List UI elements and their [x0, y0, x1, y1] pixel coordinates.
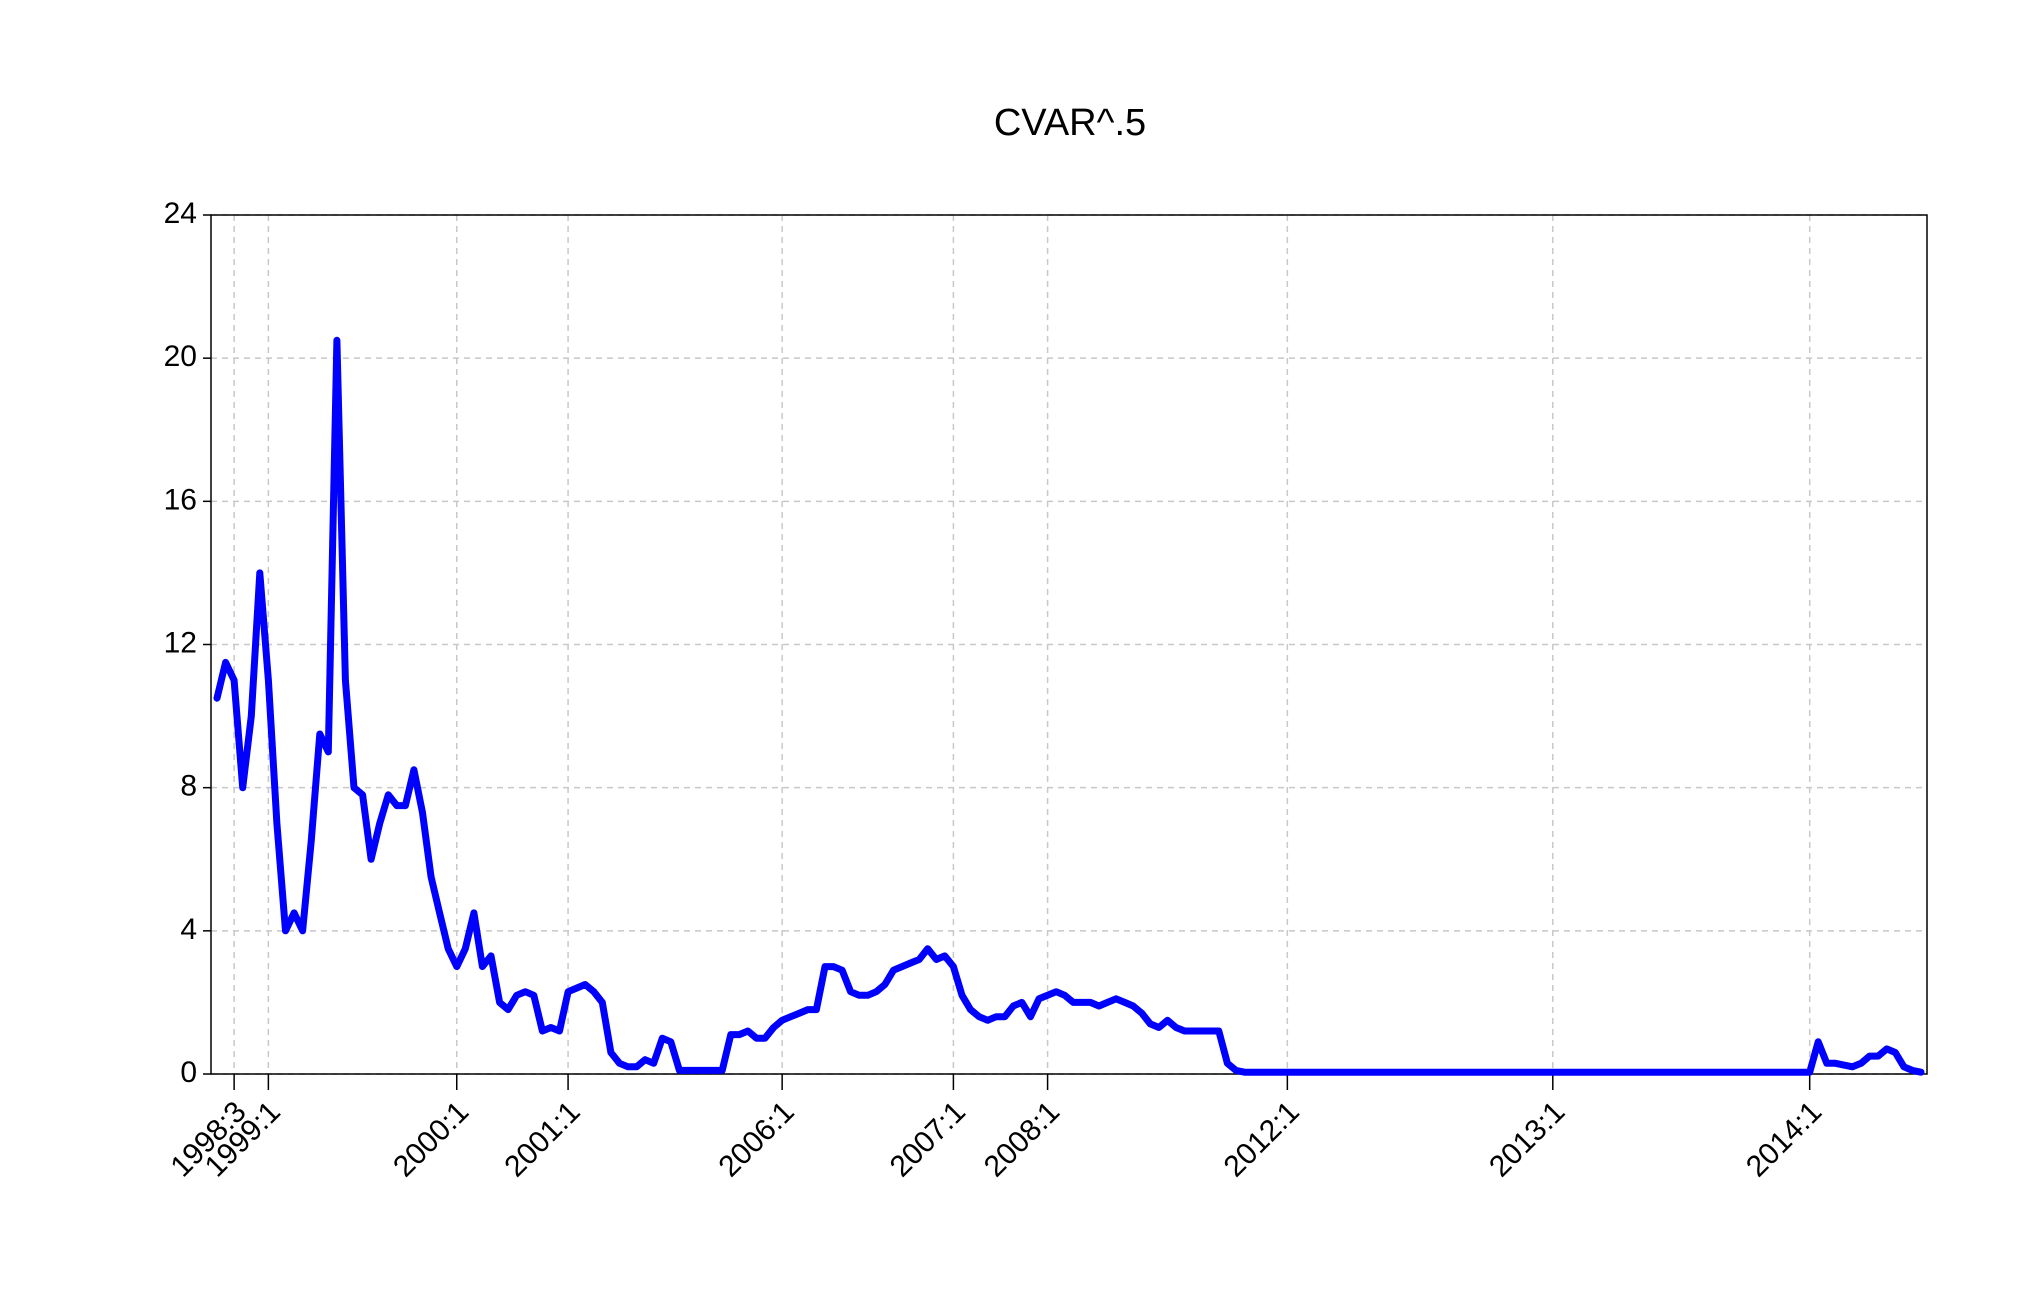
plot-frame [210, 214, 1928, 1075]
y-tick-label: 4 [180, 913, 197, 946]
y-tick-label: 20 [164, 340, 197, 373]
y-tick-label: 12 [164, 626, 197, 659]
chart-title: CVAR^.5 [994, 102, 1146, 144]
y-tick-label: 16 [164, 483, 197, 516]
y-tick-label: 8 [180, 770, 197, 803]
y-tick-label: 0 [180, 1056, 197, 1089]
series-line [213, 336, 1925, 1076]
y-tick-label: 24 [164, 197, 197, 230]
